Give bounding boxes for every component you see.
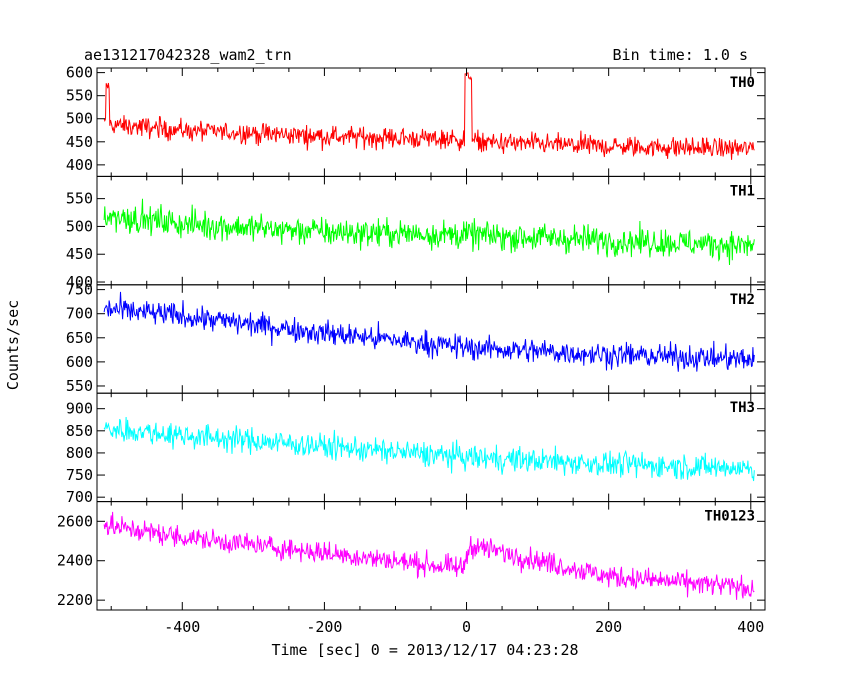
y-tick-label: 2200 (57, 591, 93, 609)
series-line-th1 (103, 198, 755, 266)
y-tick-label: 600 (66, 64, 93, 82)
y-tick-label: 700 (66, 305, 93, 323)
y-tick-label: 450 (66, 245, 93, 263)
panel-label: TH3 (730, 400, 755, 416)
series-line-th3 (103, 416, 755, 482)
panel-th3: 700 750 800 850 900 TH3 (66, 392, 766, 506)
y-tick-label: 2400 (57, 552, 93, 570)
y-tick-label: 2600 (57, 512, 93, 530)
panel-label: TH2 (730, 292, 755, 308)
panel-frame (96, 67, 766, 177)
y-tick-label: 500 (66, 110, 93, 128)
panel-frame (96, 501, 766, 611)
x-tick-label: -200 (306, 618, 342, 636)
y-tick-label: 550 (66, 190, 93, 208)
y-tick-label: 500 (66, 217, 93, 235)
y-tick-label: 700 (66, 488, 93, 506)
y-tick-label: 650 (66, 329, 93, 347)
y-tick-label: 550 (66, 377, 93, 395)
panel-th0: 400 450 500 550 600 TH0 (66, 64, 766, 177)
panel-th2: 550 600 650 700 750 TH2 (66, 281, 766, 395)
y-tick-label: 400 (66, 156, 93, 174)
chart-title: ae131217042328_wam2_trn (84, 46, 292, 64)
panel-frame (96, 175, 766, 286)
y-tick-label: 750 (66, 466, 93, 484)
series-line-th0123 (103, 511, 755, 600)
series-line-th2 (103, 291, 755, 372)
panel-th1: 400 450 500 550 TH1 (66, 175, 766, 291)
x-tick-label: 400 (737, 618, 764, 636)
y-tick-label: 750 (66, 281, 93, 299)
y-tick-label: 450 (66, 133, 93, 151)
panels-group: 400 450 500 550 600 TH0 400 450 500 550 TH1 550 600 6… (57, 64, 766, 636)
y-tick-label: 900 (66, 400, 93, 418)
panel-label: TH0123 (704, 509, 755, 525)
panel-label: TH1 (730, 183, 755, 199)
y-tick-label: 600 (66, 353, 93, 371)
x-tick-label: -400 (164, 618, 200, 636)
x-axis-label: Time [sec] 0 = 2013/12/17 04:23:28 (271, 641, 578, 659)
x-tick-label: 200 (595, 618, 622, 636)
y-tick-label: 400 (66, 273, 93, 291)
series-line-th0 (103, 72, 755, 160)
y-tick-label: 550 (66, 87, 93, 105)
y-axis-label: Counts/sec (4, 300, 22, 390)
x-tick-label: 0 (462, 618, 471, 636)
y-tick-label: 800 (66, 444, 93, 462)
panel-th0123: 2200 2400 2600 TH0123 (57, 501, 766, 611)
y-tick-label: 850 (66, 422, 93, 440)
panel-label: TH0 (730, 75, 755, 91)
bin-time-label: Bin time: 1.0 s (613, 46, 748, 64)
